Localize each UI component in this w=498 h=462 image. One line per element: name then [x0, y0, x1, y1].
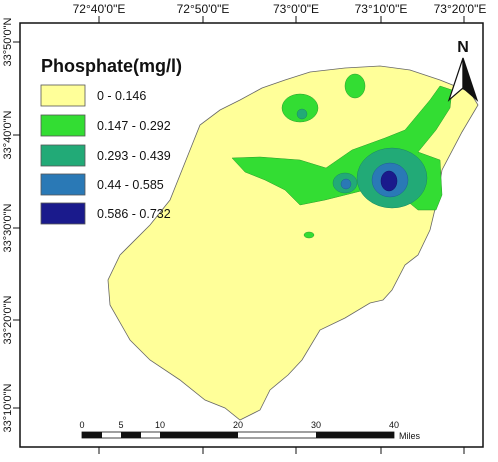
- scale-tick-label: 5: [118, 420, 123, 430]
- north-label: N: [457, 39, 469, 56]
- legend-label: 0.586 - 0.732: [97, 207, 171, 221]
- longitude-label: 73°20'0"E: [434, 2, 487, 16]
- latitude-label: 33°10'0"N: [2, 383, 14, 432]
- scale-tick-label: 30: [311, 420, 321, 430]
- legend-label: 0.293 - 0.439: [97, 149, 171, 163]
- latitude-label: 33°50'0"N: [2, 17, 14, 66]
- legend-swatch: [40, 114, 86, 137]
- phosphate-zone-class-5: [380, 170, 398, 192]
- legend-label: 0 - 0.146: [97, 89, 146, 103]
- latitude-label: 33°20'0"N: [2, 295, 14, 344]
- longitude-label: 73°0'0"E: [273, 2, 319, 16]
- legend-label: 0.147 - 0.292: [97, 119, 171, 133]
- scale-bar: 0 5 10 20 30 40 Miles: [79, 420, 420, 441]
- scale-tick-label: 40: [389, 420, 399, 430]
- legend-swatch: [40, 173, 86, 196]
- graticule-ticks: [13, 16, 465, 454]
- longitude-label: 73°10'0"E: [355, 2, 408, 16]
- scale-tick-label: 10: [155, 420, 165, 430]
- scale-tick-label: 0: [79, 420, 84, 430]
- scale-unit-label: Miles: [399, 431, 421, 441]
- legend-label: 0.44 - 0.585: [97, 178, 164, 192]
- longitude-label: 72°50'0"E: [177, 2, 230, 16]
- scale-tick-label: 20: [233, 420, 243, 430]
- north-arrow-icon: N: [447, 39, 479, 102]
- legend-swatch: [40, 202, 86, 225]
- latitude-label: 33°30'0"N: [2, 203, 14, 252]
- longitude-label: 72°40'0"E: [73, 2, 126, 16]
- legend: Phosphate(mg/l) 0 - 0.146 0.147 - 0.292 …: [40, 56, 182, 225]
- legend-title: Phosphate(mg/l): [41, 56, 182, 76]
- legend-swatch: [40, 84, 86, 107]
- legend-swatch: [40, 144, 86, 167]
- latitude-label: 33°40'0"N: [2, 110, 14, 159]
